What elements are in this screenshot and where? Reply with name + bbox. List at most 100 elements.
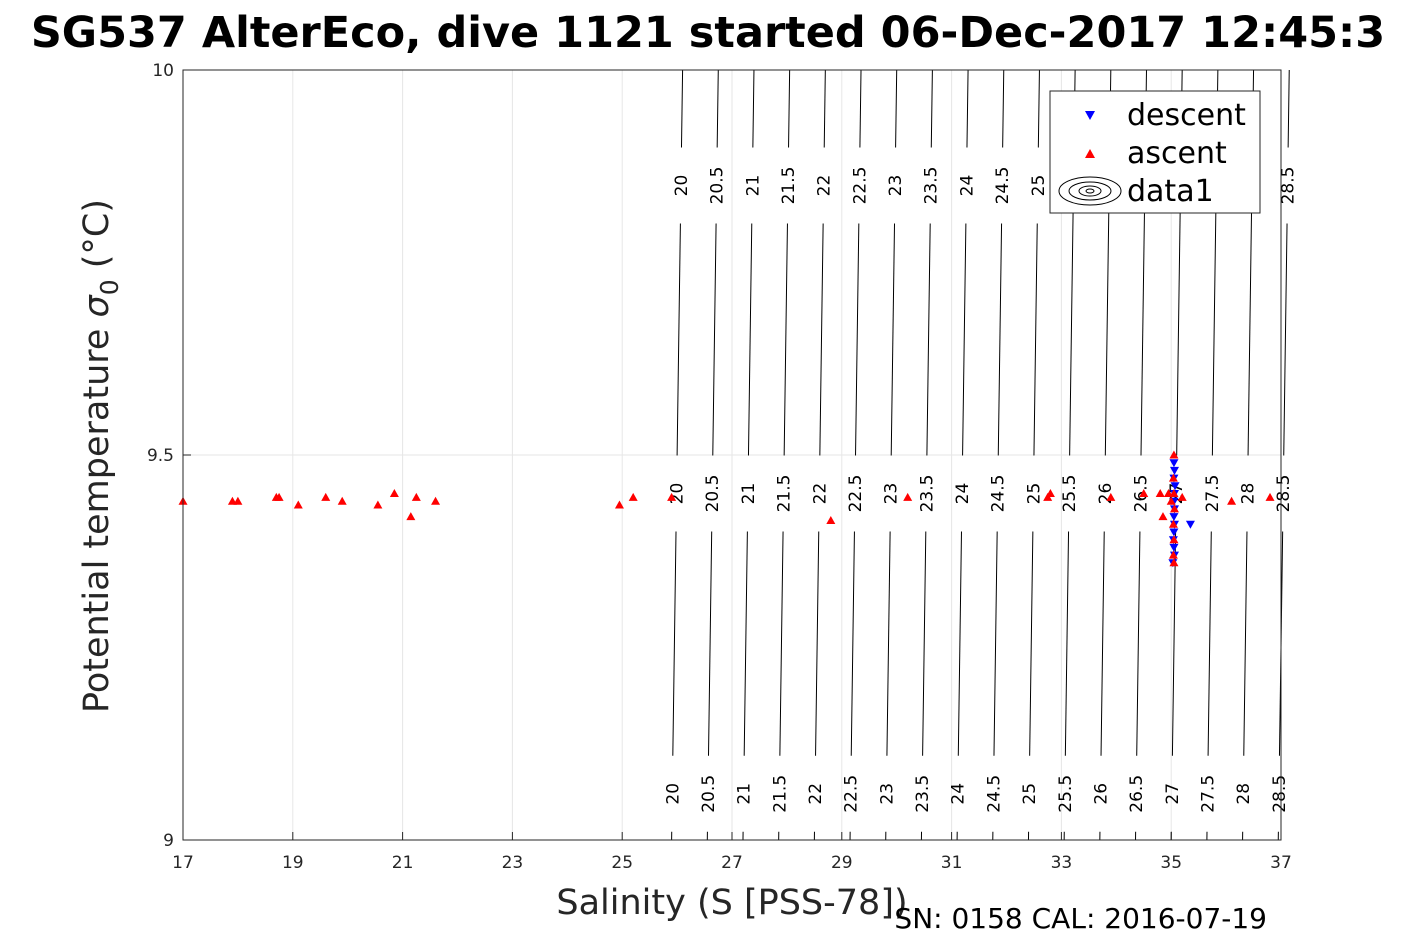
x-tick-label: 25 xyxy=(611,853,633,873)
contour-line xyxy=(1287,69,1290,148)
y-axis-label-main: Potential temperature xyxy=(77,317,117,713)
y-tick-label: 9 xyxy=(163,831,174,851)
contour-label: 21 xyxy=(735,783,755,805)
contour-label: 20.5 xyxy=(708,167,728,205)
ascent-point xyxy=(1227,496,1237,505)
contour-line xyxy=(855,223,860,456)
y-tick-label: 10 xyxy=(152,61,174,81)
contour-line xyxy=(1171,531,1177,756)
ascent-point xyxy=(337,496,347,505)
contour-label: 24.5 xyxy=(989,475,1009,513)
descent-point xyxy=(1185,520,1195,529)
contour-line xyxy=(1283,223,1288,456)
contour-label: 24 xyxy=(949,783,969,805)
contour-line xyxy=(676,223,681,456)
contour-label: 20.5 xyxy=(699,775,719,813)
ascent-point xyxy=(233,496,243,505)
x-tick-label: 23 xyxy=(502,853,524,873)
ascent-point xyxy=(1158,512,1168,521)
contour-line xyxy=(707,531,713,756)
legend-ascent-label: ascent xyxy=(1127,136,1227,171)
contour-label: 23.5 xyxy=(913,775,933,813)
contour-label: 21.5 xyxy=(775,475,795,513)
contour-line xyxy=(819,223,824,456)
axis-ticks: 17 19 21 23 25 27 29 31 33 35 37 9 9.5 10 xyxy=(147,61,1292,873)
sn-cal-text: SN: 0158 CAL: 2016-07-19 xyxy=(894,902,1267,935)
legend-contour-icon xyxy=(1058,176,1122,206)
contour-label: 24.5 xyxy=(984,775,1004,813)
contour-line xyxy=(895,69,898,148)
contour-label: 23 xyxy=(882,483,902,505)
contour-line xyxy=(743,531,748,756)
ascent-point xyxy=(667,492,677,501)
y-axis-label: Potential temperature σ0 (°C) xyxy=(77,199,124,713)
ascent-point xyxy=(1155,489,1165,497)
contour-line xyxy=(926,223,931,456)
contour-label: 21 xyxy=(739,483,759,505)
ascent-point xyxy=(1169,504,1179,513)
contour-line xyxy=(850,531,855,756)
ascent-point xyxy=(1169,558,1179,567)
descent-point xyxy=(1169,543,1179,552)
contour-line xyxy=(747,223,753,456)
contour-label: 20 xyxy=(672,175,692,197)
x-tick-label: 27 xyxy=(721,853,743,873)
contour-label: 22 xyxy=(815,175,835,197)
contour-line xyxy=(957,531,962,756)
descent-point xyxy=(1169,528,1179,537)
contour-line xyxy=(886,531,891,756)
contour-label: 23.5 xyxy=(922,167,942,205)
contour-label: 20.5 xyxy=(703,475,723,513)
contour-label: 26.5 xyxy=(1127,775,1147,813)
contour-line xyxy=(1100,531,1105,756)
ascent-point xyxy=(1045,489,1055,497)
legend-ascent-marker xyxy=(1085,149,1095,158)
contour-label: 24.5 xyxy=(993,167,1013,205)
ascent-point xyxy=(274,492,284,501)
contour-line xyxy=(966,69,969,148)
ascent-point xyxy=(411,492,421,501)
ascent-point xyxy=(1168,550,1178,559)
contour-line xyxy=(823,69,826,148)
contour-label: 28.5 xyxy=(1279,167,1299,205)
ascent-point xyxy=(826,515,836,524)
contour-line xyxy=(783,223,788,456)
x-tick-label: 19 xyxy=(282,853,304,873)
legend-descent-marker xyxy=(1085,111,1095,120)
y-axis-label-sigma: σ xyxy=(77,293,117,317)
contour-line xyxy=(716,69,719,148)
contour-label: 27.5 xyxy=(1199,775,1219,813)
contour-line xyxy=(1243,531,1248,756)
descent-point xyxy=(1169,513,1179,522)
ascent-point xyxy=(389,489,399,497)
contour-label: 20 xyxy=(668,483,688,505)
contour-label: 22.5 xyxy=(842,775,862,813)
contour-line xyxy=(859,69,862,148)
chart-title: SG537 AlterEco, dive 1121 started 06-Dec… xyxy=(31,8,1385,58)
contour-label: 21.5 xyxy=(779,167,799,205)
legend: descent ascent data1 xyxy=(1049,90,1261,214)
contour-line xyxy=(1207,531,1212,756)
contour-line xyxy=(997,223,1003,456)
ascent-point xyxy=(628,492,638,501)
contour-line xyxy=(680,69,684,148)
contour-label: 28 xyxy=(1239,483,1259,505)
x-tick-label: 29 xyxy=(831,853,853,873)
y-tick-label: 9.5 xyxy=(147,446,174,466)
contour-label: 28.5 xyxy=(1274,475,1294,513)
contour-line xyxy=(1037,69,1040,148)
data-points xyxy=(178,450,1275,568)
x-axis-label: Salinity (S [PSS-78]) xyxy=(556,883,907,923)
contour-line xyxy=(1136,531,1141,756)
ascent-point xyxy=(1169,489,1179,497)
contour-label: 25 xyxy=(1020,783,1040,805)
contour-label: 25.5 xyxy=(1056,775,1076,813)
contour-line xyxy=(788,69,791,148)
x-tick-label: 21 xyxy=(392,853,414,873)
contour-label: 25.5 xyxy=(1060,475,1080,513)
contour-label: 28.5 xyxy=(1270,775,1290,813)
contour-line xyxy=(930,69,933,148)
ascent-point xyxy=(1169,450,1179,459)
ascent-point xyxy=(406,512,416,521)
